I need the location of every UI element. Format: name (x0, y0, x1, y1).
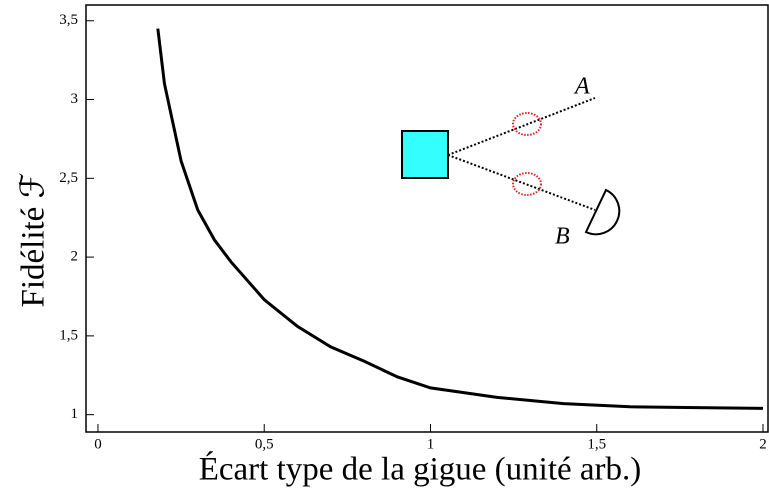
plot-frame (85, 4, 769, 433)
path-a (447, 97, 596, 156)
y-tick-label: 2,5 (59, 170, 78, 186)
x-axis-title: Écart type de la gigue (unité arb.) (199, 451, 642, 488)
y-tick-label: 3 (71, 91, 79, 107)
annotation: B (555, 224, 570, 250)
x-tick-label: 1 (427, 436, 435, 452)
y-tick-label: 2 (71, 249, 79, 265)
x-tick-label: 1,5 (587, 436, 606, 452)
y-tick-label: 3,5 (59, 12, 78, 28)
x-tick-label: 0,5 (255, 436, 274, 452)
y-axis-title: Fidélité ℱ (16, 172, 52, 307)
source (401, 130, 449, 179)
wave-packet (512, 172, 542, 196)
annotation: A (573, 74, 590, 100)
wave-packet (512, 112, 542, 136)
detector (584, 188, 621, 236)
inset-diagram: A B (401, 74, 621, 250)
y-tick-label: 1,5 (59, 327, 78, 343)
data-line (156, 28, 764, 410)
x-tick-label: 0 (94, 436, 102, 452)
path-b (447, 154, 596, 211)
x-tick-label: 2 (759, 436, 767, 452)
y-tick-label: 1 (71, 406, 79, 422)
